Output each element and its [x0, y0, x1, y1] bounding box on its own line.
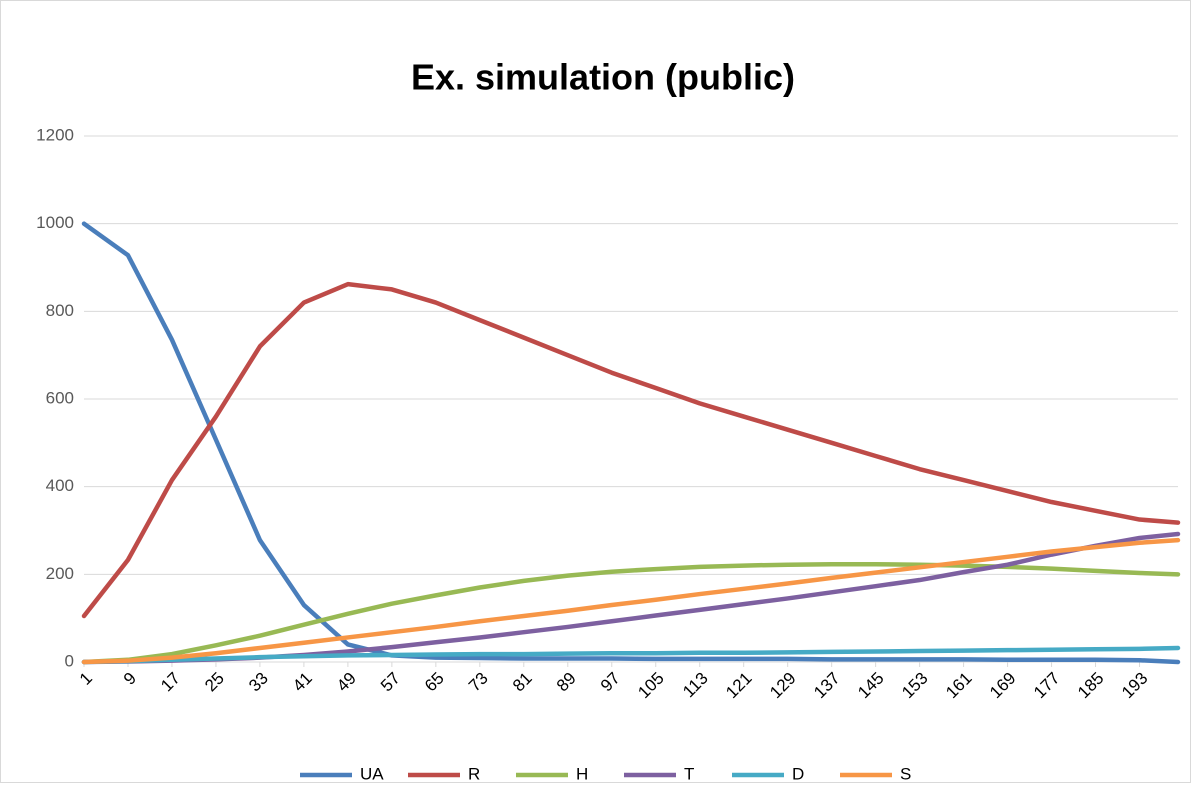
chart-title: Ex. simulation (public) — [411, 57, 795, 98]
y-tick-label: 800 — [46, 301, 74, 320]
series-line — [81, 281, 1181, 619]
series-line — [81, 537, 1181, 665]
legend-label: T — [684, 764, 694, 783]
legend-label: S — [900, 764, 911, 783]
legend-label: H — [576, 764, 588, 783]
legend-label: R — [468, 764, 480, 783]
y-tick-label: 1200 — [36, 125, 74, 144]
y-tick-label: 200 — [46, 564, 74, 583]
y-tick-label: 600 — [46, 388, 74, 407]
y-tick-label: 0 — [65, 651, 74, 670]
series-line — [81, 221, 1181, 665]
y-tick-label: 1000 — [36, 213, 74, 232]
legend-label: D — [792, 764, 804, 783]
series-line — [81, 645, 1181, 665]
y-tick-label: 400 — [46, 476, 74, 495]
legend-label: UA — [360, 764, 384, 783]
